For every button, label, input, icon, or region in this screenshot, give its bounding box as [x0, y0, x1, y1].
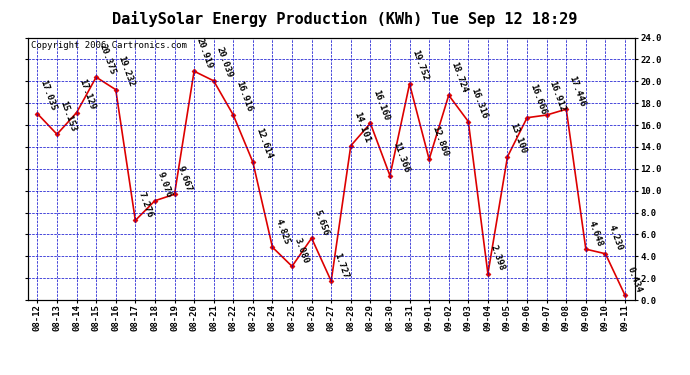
- Text: 9.667: 9.667: [175, 164, 193, 193]
- Text: 16.666: 16.666: [528, 83, 548, 116]
- Text: DailySolar Energy Production (KWh) Tue Sep 12 18:29: DailySolar Energy Production (KWh) Tue S…: [112, 11, 578, 27]
- Text: 16.160: 16.160: [371, 88, 391, 122]
- Text: 18.724: 18.724: [450, 60, 469, 94]
- Text: 16.912: 16.912: [548, 80, 567, 113]
- Text: 16.916: 16.916: [234, 80, 254, 113]
- Text: 20.375: 20.375: [97, 42, 117, 75]
- Text: 12.614: 12.614: [254, 127, 273, 160]
- Text: Copyright 2006 Cartronics.com: Copyright 2006 Cartronics.com: [30, 42, 186, 51]
- Text: 16.316: 16.316: [469, 87, 489, 120]
- Text: 14.101: 14.101: [352, 111, 371, 144]
- Text: 17.129: 17.129: [77, 78, 97, 111]
- Text: 4.230: 4.230: [607, 224, 624, 252]
- Text: 20.039: 20.039: [215, 46, 234, 79]
- Text: 19.232: 19.232: [117, 55, 136, 88]
- Text: 2.398: 2.398: [489, 244, 506, 272]
- Text: 17.446: 17.446: [567, 74, 586, 108]
- Text: 20.919: 20.919: [195, 36, 215, 69]
- Text: 5.656: 5.656: [313, 208, 331, 237]
- Text: 13.100: 13.100: [509, 122, 528, 155]
- Text: 17.035: 17.035: [39, 79, 58, 112]
- Text: 4.825: 4.825: [273, 217, 291, 246]
- Text: 0.434: 0.434: [626, 265, 644, 294]
- Text: 3.080: 3.080: [293, 236, 310, 265]
- Text: 15.153: 15.153: [58, 99, 77, 133]
- Text: 12.860: 12.860: [430, 124, 450, 158]
- Text: 19.752: 19.752: [411, 49, 430, 82]
- Text: 1.727: 1.727: [332, 251, 350, 279]
- Text: 11.366: 11.366: [391, 141, 411, 174]
- Text: 4.648: 4.648: [586, 219, 604, 248]
- Text: 9.076: 9.076: [156, 171, 174, 199]
- Text: 7.276: 7.276: [137, 190, 154, 219]
